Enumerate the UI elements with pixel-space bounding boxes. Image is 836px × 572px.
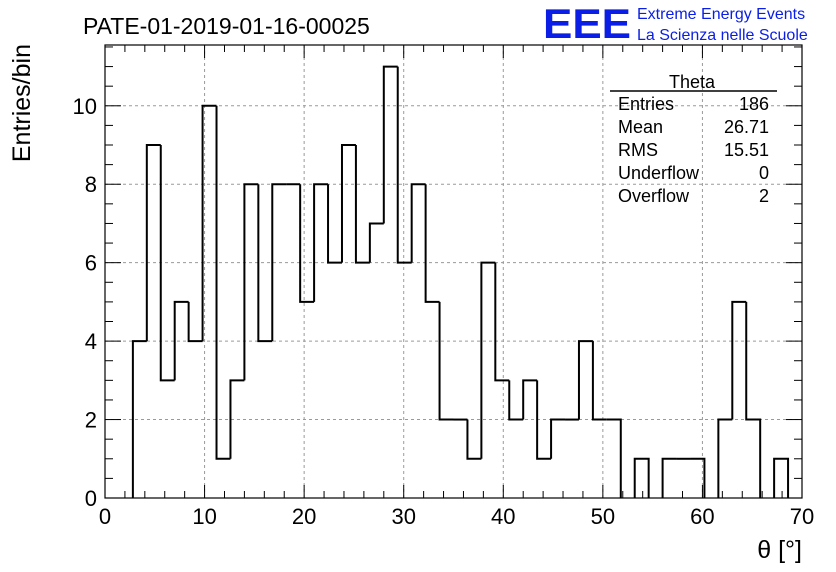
histogram-bin xyxy=(257,184,273,343)
stats-label-rms: RMS xyxy=(618,140,658,160)
y-tick-label: 0 xyxy=(85,486,97,511)
x-tick-label: 40 xyxy=(491,504,515,529)
eee-logo-line2: La Scienza nelle Scuole xyxy=(637,27,808,44)
histogram-bin xyxy=(396,66,412,264)
stats-label-entries: Entries xyxy=(618,94,674,114)
histogram-bin xyxy=(410,183,426,263)
histogram-bin xyxy=(131,340,147,498)
y-axis-label: Entries/bin xyxy=(8,44,36,162)
stats-value-mean: 26.71 xyxy=(724,117,769,137)
grid-lines xyxy=(105,45,802,498)
y-tick-label: 6 xyxy=(85,251,97,276)
y-tick-label: 2 xyxy=(85,408,97,433)
histogram-bin xyxy=(368,222,384,263)
stats-value-overflow: 2 xyxy=(759,186,769,206)
stats-value-rms: 15.51 xyxy=(724,140,769,160)
histogram-bin xyxy=(494,262,510,382)
stats-label-mean: Mean xyxy=(618,117,663,137)
histogram-bin xyxy=(354,145,370,264)
stats-value-underflow: 0 xyxy=(759,163,769,183)
stats-label-underflow: Underflow xyxy=(618,163,700,183)
histogram-bin xyxy=(466,419,482,460)
histogram-bin xyxy=(173,300,189,381)
histogram-series xyxy=(131,65,790,498)
histogram-bin xyxy=(327,184,342,264)
y-tick-label: 8 xyxy=(85,172,97,197)
histogram-bin xyxy=(606,418,622,498)
stats-label-overflow: Overflow xyxy=(618,186,690,206)
stats-box: Theta Entries 186 Mean 26.71 RMS 15.51 U… xyxy=(610,72,777,206)
histogram-bin xyxy=(731,300,747,420)
axis-ticks xyxy=(104,45,803,499)
eee-logo: EEE Extreme Energy Events La Scienza nel… xyxy=(543,0,808,47)
eee-logo-letters: EEE xyxy=(543,0,631,47)
histogram-bin xyxy=(201,104,217,342)
histogram-bin xyxy=(229,379,245,459)
histogram-bin xyxy=(633,457,650,498)
histogram-bin xyxy=(215,105,231,460)
plot-frame xyxy=(104,44,803,499)
x-tick-label: 50 xyxy=(591,504,615,529)
y-tick-label: 4 xyxy=(85,329,97,354)
histogram-bin xyxy=(717,418,733,498)
histogram-bin xyxy=(187,301,203,343)
histogram-bin xyxy=(271,183,287,342)
x-tick-label: 10 xyxy=(192,504,216,529)
histogram-bin xyxy=(661,457,677,498)
x-tick-label: 30 xyxy=(391,504,415,529)
chart-title: PATE-01-2019-01-16-00025 xyxy=(83,13,370,39)
histogram-bin xyxy=(508,380,524,421)
x-tick-label: 60 xyxy=(690,504,714,529)
histogram-bin xyxy=(591,341,607,421)
eee-logo-line1: Extreme Energy Events xyxy=(637,6,805,23)
histogram-bin xyxy=(773,457,790,498)
x-tick-label: 20 xyxy=(292,504,316,529)
y-tick-label: 10 xyxy=(73,94,97,119)
histogram-bin xyxy=(536,380,552,460)
histogram-bin xyxy=(340,144,356,263)
histogram-bin xyxy=(382,65,398,224)
histogram-bin xyxy=(299,184,315,303)
histogram-bin xyxy=(243,183,259,381)
histogram-bin xyxy=(522,379,538,420)
histogram-bin xyxy=(745,301,762,498)
stats-value-entries: 186 xyxy=(739,94,769,114)
histogram-bin xyxy=(313,183,329,302)
stats-title: Theta xyxy=(669,72,716,92)
histogram-bin xyxy=(690,457,706,498)
x-tick-label: 0 xyxy=(99,504,111,529)
histogram-bin xyxy=(424,184,440,303)
histogram-bin xyxy=(550,418,566,459)
histogram-bin xyxy=(145,144,161,342)
histogram-bin xyxy=(480,261,496,459)
histogram-bin xyxy=(577,340,593,420)
histogram-bin xyxy=(159,145,175,382)
x-axis-label: θ [°] xyxy=(757,536,802,564)
histogram-bin xyxy=(438,301,454,421)
x-tick-label: 70 xyxy=(790,504,814,529)
